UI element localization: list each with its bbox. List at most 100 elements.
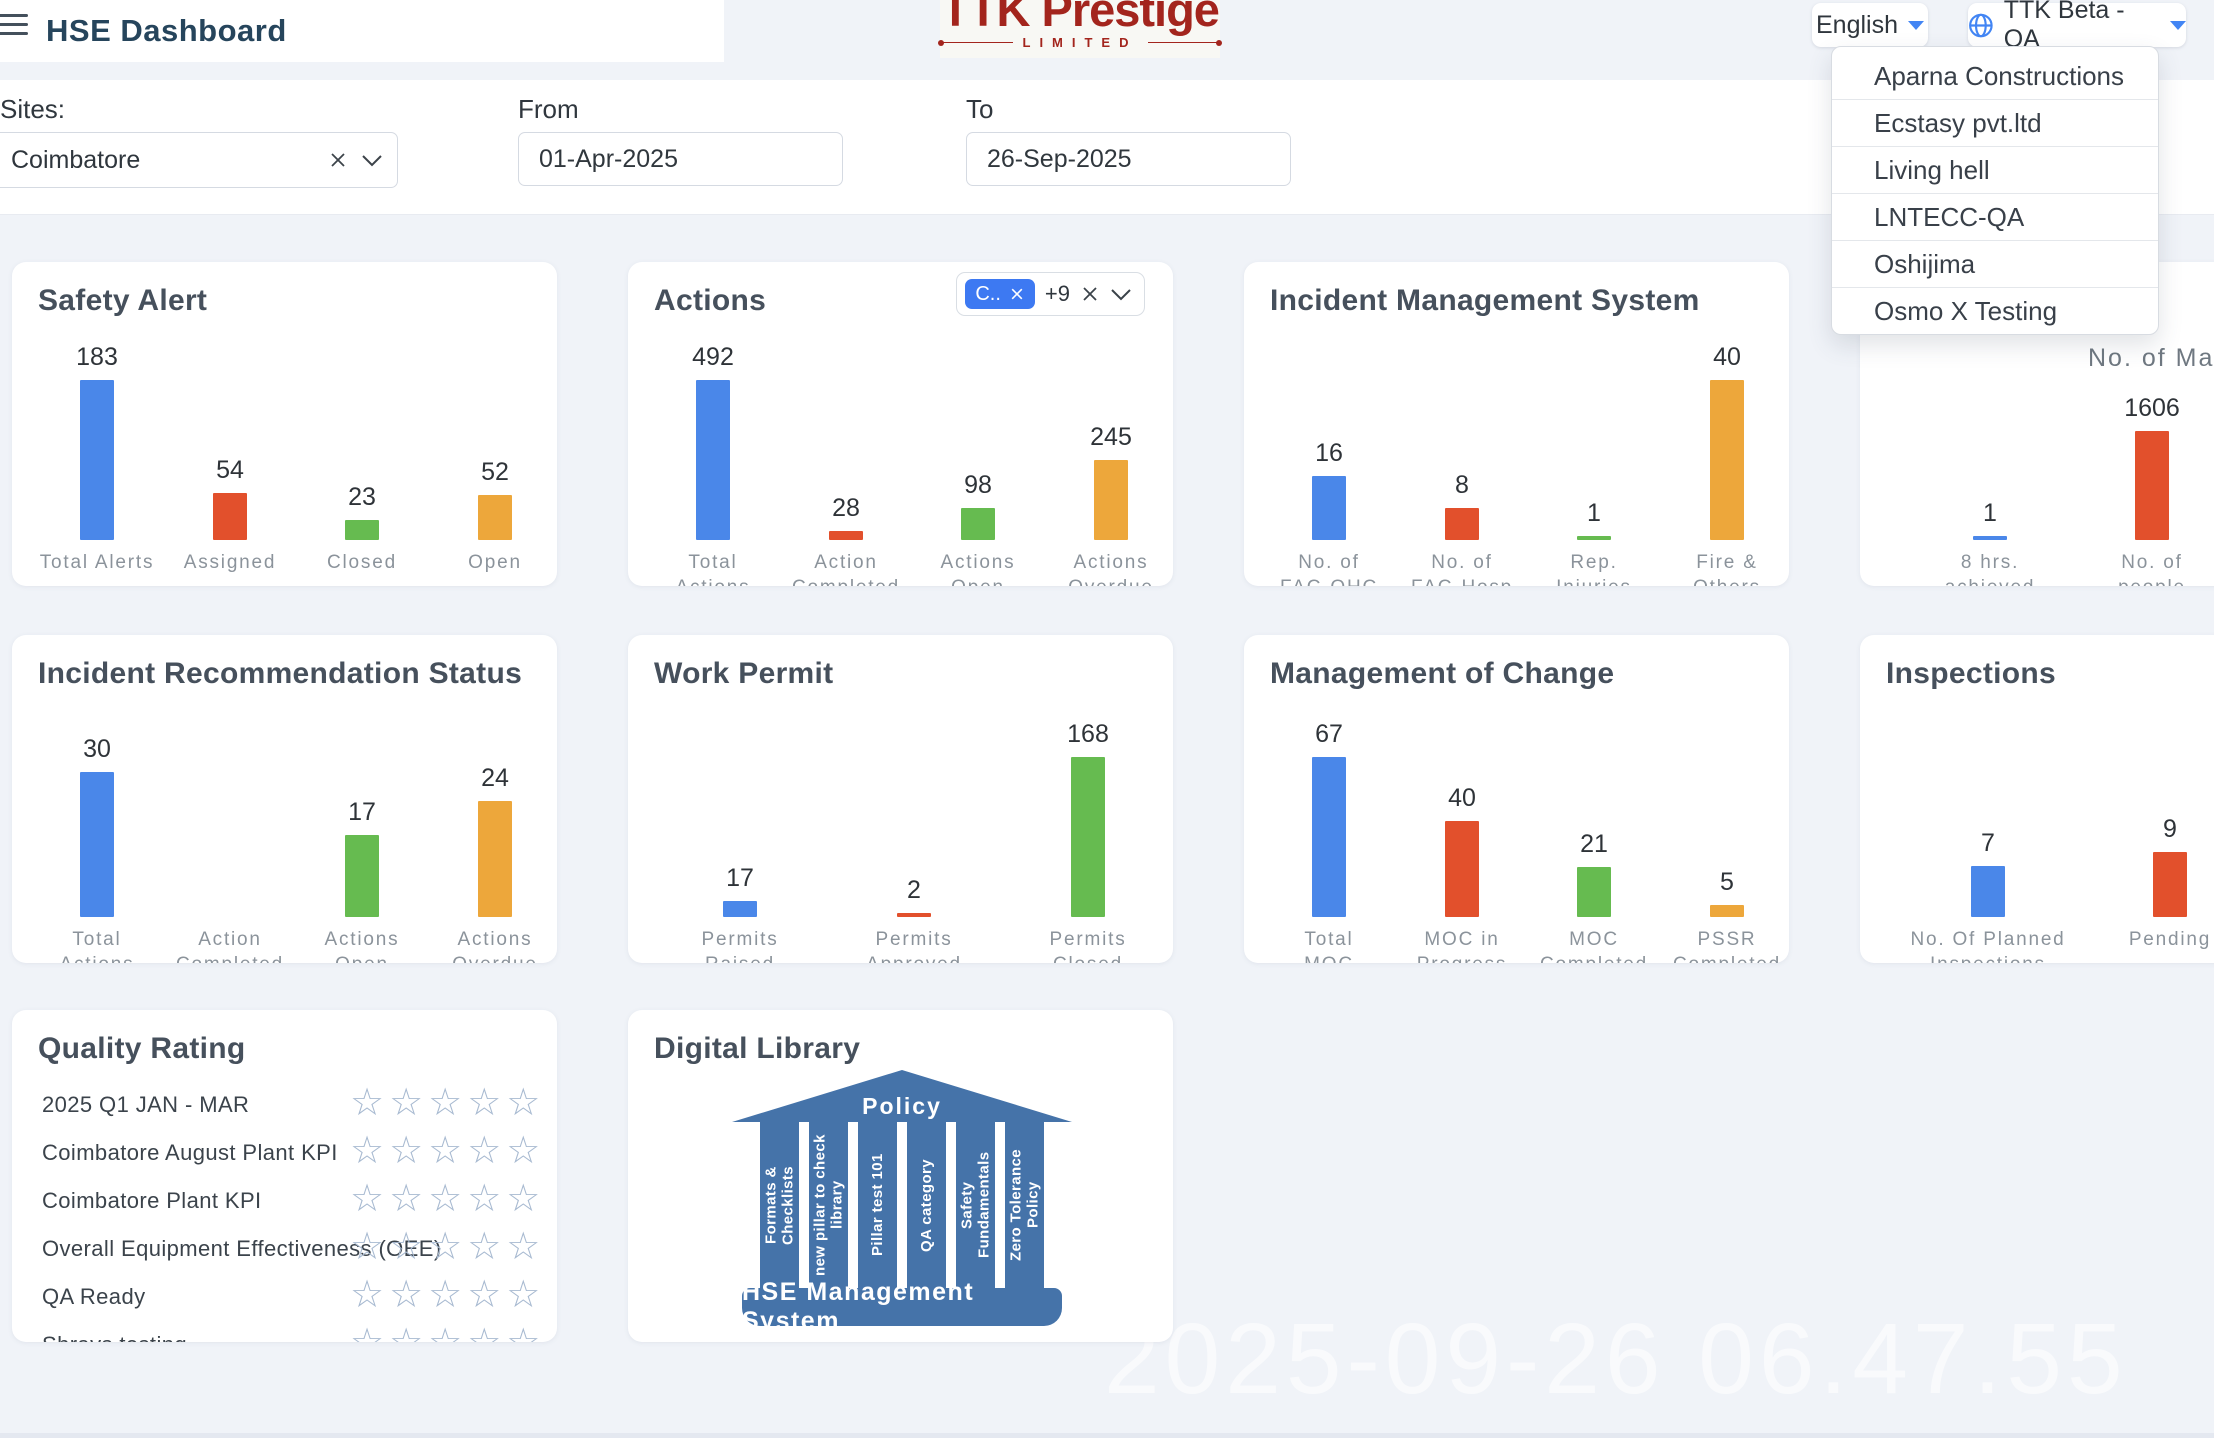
digital-library-card: Digital Library Policy Formats & Checkli… [628, 1010, 1173, 1342]
rating-item-label: Overall Equipment Effectiveness (OEE) [42, 1236, 442, 1261]
to-label: To [966, 94, 994, 124]
bar[interactable] [80, 380, 114, 540]
bar-category-label: No. of people [2118, 552, 2184, 586]
bar-value: 1 [1983, 499, 1997, 527]
tenant-menu-item[interactable]: Osmo X Testing [1874, 296, 2058, 326]
quality-rating-row: Overall Equipment Effectiveness (OEE) ☆☆☆… [12, 1226, 557, 1270]
bar-category-label: Actions Open [324, 929, 400, 963]
bar-category-label: PSSR Completed [1673, 929, 1779, 963]
temple-pillar[interactable]: Pillar test 101 [858, 1122, 897, 1288]
card-title: Work Permit [654, 657, 834, 690]
bar-value: 21 [1580, 830, 1608, 858]
bar[interactable] [1577, 536, 1611, 540]
actions-filter-multiselect[interactable]: C.. +9 [956, 272, 1145, 316]
logo-rule-left [938, 40, 1013, 45]
filter-chip-label: C.. [975, 282, 1001, 305]
logo-text: TTK Prestige [941, 0, 1220, 36]
tenant-menu-item[interactable]: Living hell [1832, 147, 2158, 194]
chevron-down-icon[interactable] [355, 143, 389, 177]
rating-item-label: Coimbatore August Plant KPI [42, 1140, 338, 1165]
temple-pillar[interactable]: Safety Fundamentals [956, 1122, 995, 1288]
chevron-down-icon [1908, 20, 1924, 30]
star-rating[interactable]: ☆☆☆☆☆ [350, 1320, 545, 1342]
bar[interactable] [80, 772, 114, 917]
bar[interactable] [1971, 866, 2005, 917]
bar-value: 67 [1315, 720, 1343, 748]
quality-rating-row: QA Ready ☆☆☆☆☆ [12, 1274, 557, 1318]
bar[interactable] [345, 520, 379, 540]
incident-recommendation-chart: Total Actions 30 Action Completed Actions O… [12, 635, 557, 963]
bar-value: 24 [481, 764, 509, 792]
bar[interactable] [723, 901, 757, 917]
temple-pillar[interactable]: QA category [907, 1122, 946, 1288]
tenant-menu-item[interactable]: LNTECC-QA [1832, 194, 2158, 241]
bar[interactable] [1312, 476, 1346, 540]
bar[interactable] [2153, 852, 2187, 917]
star-rating[interactable]: ☆☆☆☆☆ [350, 1130, 546, 1172]
card-title: Management of Change [1270, 657, 1615, 690]
menu-hamburger-icon[interactable] [0, 14, 32, 38]
bar[interactable] [345, 835, 379, 917]
bar[interactable] [1445, 508, 1479, 540]
bar[interactable] [1710, 380, 1744, 540]
language-selector[interactable]: English [1812, 3, 1928, 47]
chevron-down-icon[interactable] [1110, 287, 1132, 301]
bar[interactable] [1071, 757, 1105, 917]
bar[interactable] [213, 493, 247, 540]
tenant-selector[interactable]: TTK Beta - QA [1968, 0, 2186, 53]
temple-roof[interactable]: Policy [732, 1070, 1072, 1122]
bar[interactable] [897, 913, 931, 917]
remove-chip-icon[interactable] [1009, 286, 1025, 302]
bar[interactable] [829, 531, 863, 540]
bar-category-label: Action Completed [176, 929, 282, 963]
temple-pillar[interactable]: Zero Tolerance Policy [1005, 1122, 1044, 1288]
bar[interactable] [1973, 536, 2007, 540]
man-hours-chart: 8 hrs. achieved 1 No. of people 1606 No. of … [1860, 262, 2214, 586]
bar[interactable] [961, 508, 995, 540]
star-rating[interactable]: ☆☆☆☆☆ [350, 1082, 546, 1124]
work-permit-card: Work Permit Permits Raised 17 Permits Appr… [628, 635, 1173, 963]
bar[interactable] [478, 801, 512, 917]
bar[interactable] [1312, 757, 1346, 917]
bar[interactable] [1577, 867, 1611, 917]
tenant-menu-item[interactable]: Oshijima [1832, 241, 2158, 288]
bar[interactable] [478, 495, 512, 540]
to-date-input[interactable] [966, 132, 1291, 186]
incident-recommendation-card: Incident Recommendation Status Total Act… [12, 635, 557, 963]
bar[interactable] [1094, 460, 1128, 540]
safety-alert-chart: Total Alerts 183 Assigned 54 Closed 23 Open 52 [12, 262, 557, 586]
star-rating[interactable]: ☆☆☆☆☆ [350, 1226, 546, 1268]
site-select[interactable]: Coimbatore [0, 132, 398, 188]
card-title: Digital Library [654, 1032, 861, 1065]
bar-value: 8 [1455, 471, 1469, 499]
bar-category-label: Actions Open [940, 552, 1016, 586]
bar[interactable] [2135, 431, 2169, 540]
bar[interactable] [1710, 905, 1744, 917]
bar-value: 245 [1090, 423, 1132, 451]
tenant-menu-item[interactable]: Ecstasy pvt.ltd [1832, 100, 2158, 147]
rating-item-label: Shravs testing [42, 1332, 187, 1342]
bar-value: 17 [348, 798, 376, 826]
from-date-input[interactable] [518, 132, 843, 186]
star-rating[interactable]: ☆☆☆☆☆ [350, 1178, 546, 1220]
quality-rating-row: Coimbatore Plant KPI ☆☆☆☆☆ [12, 1178, 557, 1222]
from-label: From [518, 94, 579, 124]
sites-label: Sites: [0, 94, 66, 124]
temple-pillar[interactable]: new pillar to check library [809, 1122, 848, 1288]
bar[interactable] [696, 380, 730, 540]
card-title: Actions [654, 284, 767, 317]
clear-site-icon[interactable] [321, 143, 355, 177]
tenant-menu-item[interactable]: Aparna Constructions [1832, 53, 2158, 100]
clear-all-icon[interactable] [1080, 284, 1100, 304]
timestamp-watermark: 2025-09-26 06.47.55 [1104, 1303, 2128, 1415]
temple-pillar[interactable]: Formats & Checklists [760, 1122, 799, 1288]
bar-value: 5 [1720, 868, 1734, 896]
bar[interactable] [1445, 821, 1479, 917]
bar-value: 1606 [2124, 394, 2180, 422]
temple-base[interactable]: HSE Management System [742, 1278, 1062, 1335]
bar-value: 54 [216, 456, 244, 484]
rating-item-label: Coimbatore Plant KPI [42, 1188, 262, 1213]
star-rating[interactable]: ☆☆☆☆☆ [350, 1274, 546, 1316]
filter-chip[interactable]: C.. [965, 279, 1035, 309]
quality-rating-card: Quality Rating 2025 Q1 JAN - MAR ☆☆☆☆☆ Coi… [12, 1010, 557, 1342]
